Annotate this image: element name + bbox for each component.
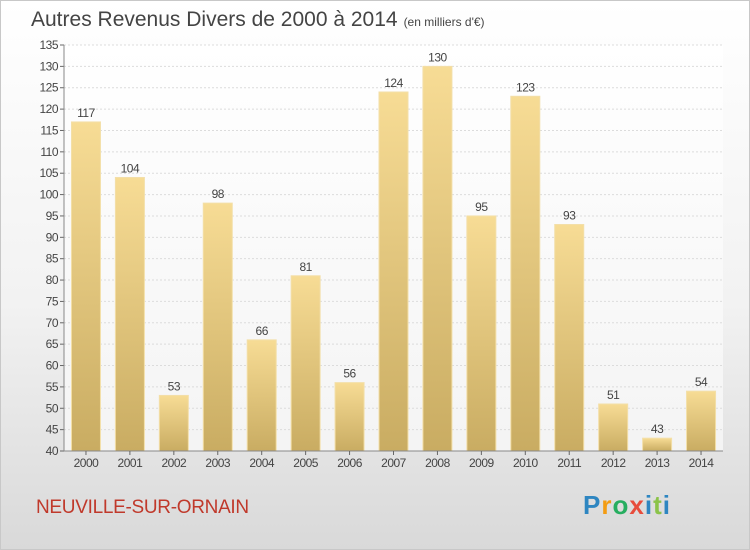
data-label: 54: [695, 375, 708, 389]
y-tick-label: 75: [46, 294, 59, 308]
y-tick-label: 120: [39, 102, 58, 116]
y-tick-label: 40: [46, 444, 59, 458]
city-name: NEUVILLE-SUR-ORNAIN: [36, 497, 249, 518]
y-tick-label: 100: [39, 188, 58, 202]
y-axis-ticks: 40 45 50 55 60 65 70 75 80 85 90 95 100 105 110 115 120 1…: [39, 38, 65, 458]
data-label: 124: [384, 76, 403, 90]
x-tick-label: 2011: [557, 456, 582, 470]
x-tick-label: 2008: [425, 456, 451, 470]
y-tick-label: 60: [46, 359, 59, 373]
bar: [422, 65, 453, 452]
x-tick-label: 2010: [513, 456, 539, 470]
bar: [378, 91, 409, 452]
logo-letter: o: [612, 490, 630, 520]
bars: [70, 65, 717, 452]
y-tick-label: 45: [46, 423, 59, 437]
x-tick-label: 2013: [645, 456, 671, 470]
y-tick-label: 50: [46, 401, 59, 415]
y-tick-label: 85: [46, 252, 59, 266]
y-tick-label: 70: [46, 316, 59, 330]
y-tick-label: 115: [40, 123, 58, 137]
bar: [158, 394, 189, 452]
y-tick-label: 105: [39, 166, 58, 180]
bar: [246, 339, 277, 452]
y-tick-label: 135: [39, 38, 58, 52]
x-tick-label: 2000: [74, 456, 100, 470]
logo-letter: r: [601, 490, 613, 520]
bar: [554, 223, 585, 452]
x-tick-label: 2001: [118, 456, 144, 470]
x-tick-label: 2014: [689, 456, 715, 470]
bar: [114, 176, 145, 452]
data-label: 93: [563, 208, 576, 222]
data-label: 56: [343, 367, 356, 381]
proxiti-logo: Proxiti: [583, 490, 671, 521]
x-axis-ticks: 2000 2001 2002 2003 2004 2005 2006 2007 2008 2009…: [64, 450, 723, 470]
y-tick-label: 110: [40, 145, 58, 159]
data-labels: 117 104 53 98 66 81 56 124 130 95 123 93 51 43 54: [77, 50, 708, 436]
data-label: 51: [607, 388, 620, 402]
logo-letter: i: [644, 490, 654, 520]
bar: [334, 382, 365, 452]
x-tick-label: 2004: [249, 456, 275, 470]
x-tick-label: 2009: [469, 456, 495, 470]
data-label: 117: [77, 106, 95, 120]
y-tick-label: 80: [46, 273, 59, 287]
data-label: 130: [428, 50, 447, 64]
bar: [70, 121, 101, 452]
x-tick-label: 2012: [601, 456, 627, 470]
x-tick-label: 2003: [205, 456, 231, 470]
bar: [598, 403, 629, 452]
y-tick-label: 95: [46, 209, 59, 223]
bar: [290, 275, 321, 452]
x-tick-label: 2006: [337, 456, 363, 470]
bar: [510, 95, 541, 452]
bar: [642, 437, 673, 452]
data-label: 95: [475, 200, 488, 214]
data-label: 66: [256, 324, 269, 338]
logo-letter: x: [629, 490, 645, 520]
logo-letter: P: [583, 490, 602, 520]
y-tick-label: 55: [46, 380, 59, 394]
logo-letter: i: [662, 490, 671, 520]
y-tick-label: 65: [46, 337, 59, 351]
data-label: 43: [651, 422, 664, 436]
y-tick-label: 130: [39, 59, 58, 73]
unit-note: (en milliers d'€): [403, 15, 485, 29]
x-tick-label: 2002: [161, 456, 187, 470]
data-label: 98: [212, 187, 225, 201]
y-tick-label: 125: [39, 81, 58, 95]
x-tick-label: 2007: [381, 456, 407, 470]
bar: [686, 390, 717, 452]
bar: [466, 215, 497, 452]
bar: [202, 202, 233, 452]
logo-letter: t: [653, 490, 663, 520]
data-label: 53: [168, 379, 181, 393]
data-label: 81: [299, 260, 312, 274]
chart-title: Autres Revenus Divers de 2000 à 2014 (en …: [31, 8, 485, 32]
title-text: Autres Revenus Divers de 2000 à 2014: [31, 8, 398, 31]
data-label: 123: [516, 80, 535, 94]
data-label: 104: [121, 161, 140, 175]
y-tick-label: 90: [46, 230, 59, 244]
x-tick-label: 2005: [293, 456, 319, 470]
